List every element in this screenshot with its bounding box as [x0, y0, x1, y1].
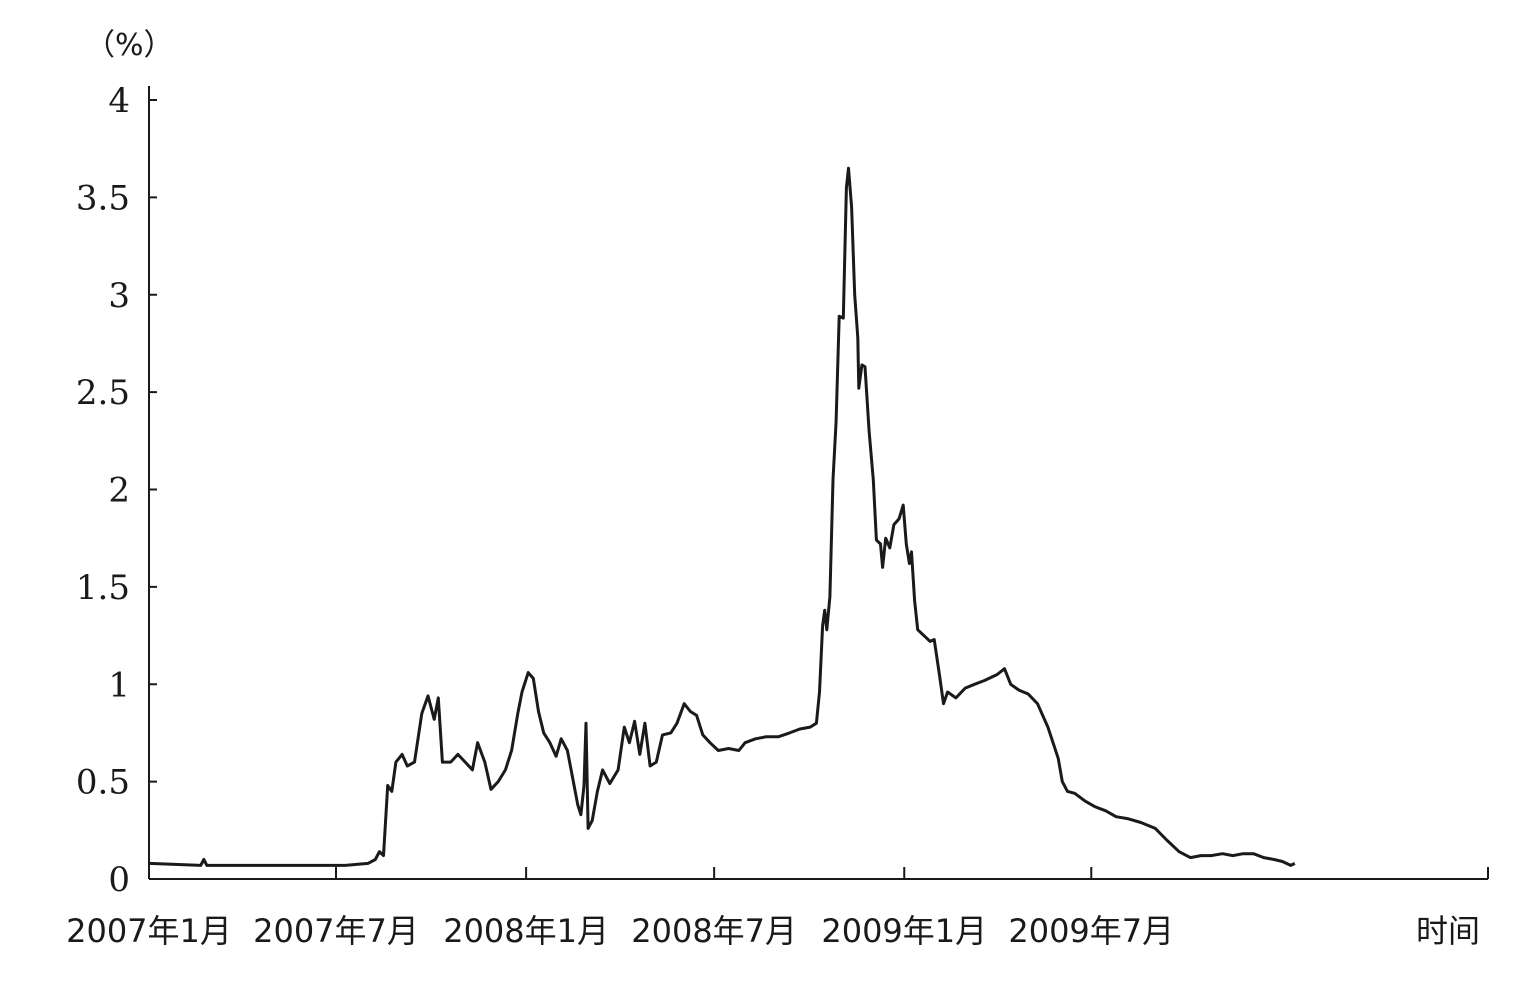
x-tick-label: 2008年7月 — [631, 912, 797, 950]
x-tick-label: 2007年1月 — [66, 912, 232, 950]
y-tick-label: 2.5 — [76, 373, 130, 413]
x-tick-label: 2007年7月 — [253, 912, 419, 950]
y-tick-label: 1.5 — [76, 568, 130, 608]
x-tick-label: 2009年1月 — [821, 912, 987, 950]
y-tick-label: 3.5 — [76, 178, 130, 218]
y-tick-label: 3 — [108, 276, 130, 316]
x-tick-label: 2008年1月 — [443, 912, 609, 950]
y-axis-unit-label: （%） — [85, 28, 174, 63]
series-line — [148, 166, 1296, 867]
series-layer — [148, 166, 1296, 867]
x-axis-title: 时间 — [1416, 912, 1480, 950]
x-tick-label: 2009年7月 — [1008, 912, 1174, 950]
y-tick-label: 2 — [108, 471, 130, 511]
y-tick-label: 4 — [108, 81, 130, 121]
y-tick-label: 0.5 — [76, 763, 130, 803]
y-tick-label: 0 — [108, 860, 130, 900]
axes: 0 0.5 1 1.5 2 2.5 3 3.5 4 2007年1月 2007年7月 2008年1月 20… — [66, 81, 1489, 950]
y-tick-label: 1 — [108, 665, 130, 705]
